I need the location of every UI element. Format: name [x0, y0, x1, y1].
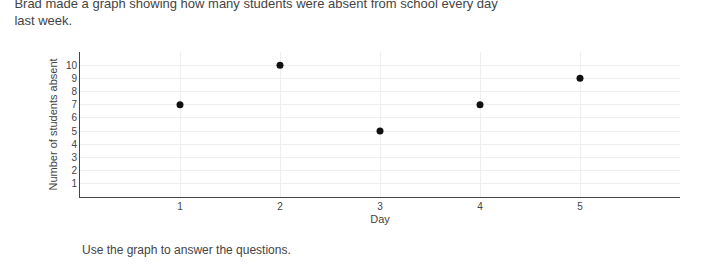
svg-text:9: 9 — [71, 73, 77, 84]
svg-text:6: 6 — [71, 112, 77, 123]
svg-text:Use the graph to answer the qu: Use the graph to answer the questions. — [82, 243, 291, 257]
svg-text:1: 1 — [177, 201, 183, 212]
svg-text:4: 4 — [477, 201, 483, 212]
svg-text:5: 5 — [71, 126, 77, 137]
svg-text:7: 7 — [71, 99, 77, 110]
svg-text:2: 2 — [71, 165, 77, 176]
svg-text:5: 5 — [577, 201, 583, 212]
svg-text:Brad made a graph showing how: Brad made a graph showing how many stude… — [14, 0, 498, 28]
svg-text:3: 3 — [71, 152, 77, 163]
svg-text:8: 8 — [71, 86, 77, 97]
svg-text:3: 3 — [377, 201, 383, 212]
svg-text:4: 4 — [71, 139, 77, 150]
svg-text:Day: Day — [370, 213, 390, 225]
svg-text:2: 2 — [277, 201, 283, 212]
svg-text:10: 10 — [66, 60, 78, 71]
svg-text:1: 1 — [71, 178, 77, 189]
svg-text:Number of students absent: Number of students absent — [47, 58, 59, 190]
